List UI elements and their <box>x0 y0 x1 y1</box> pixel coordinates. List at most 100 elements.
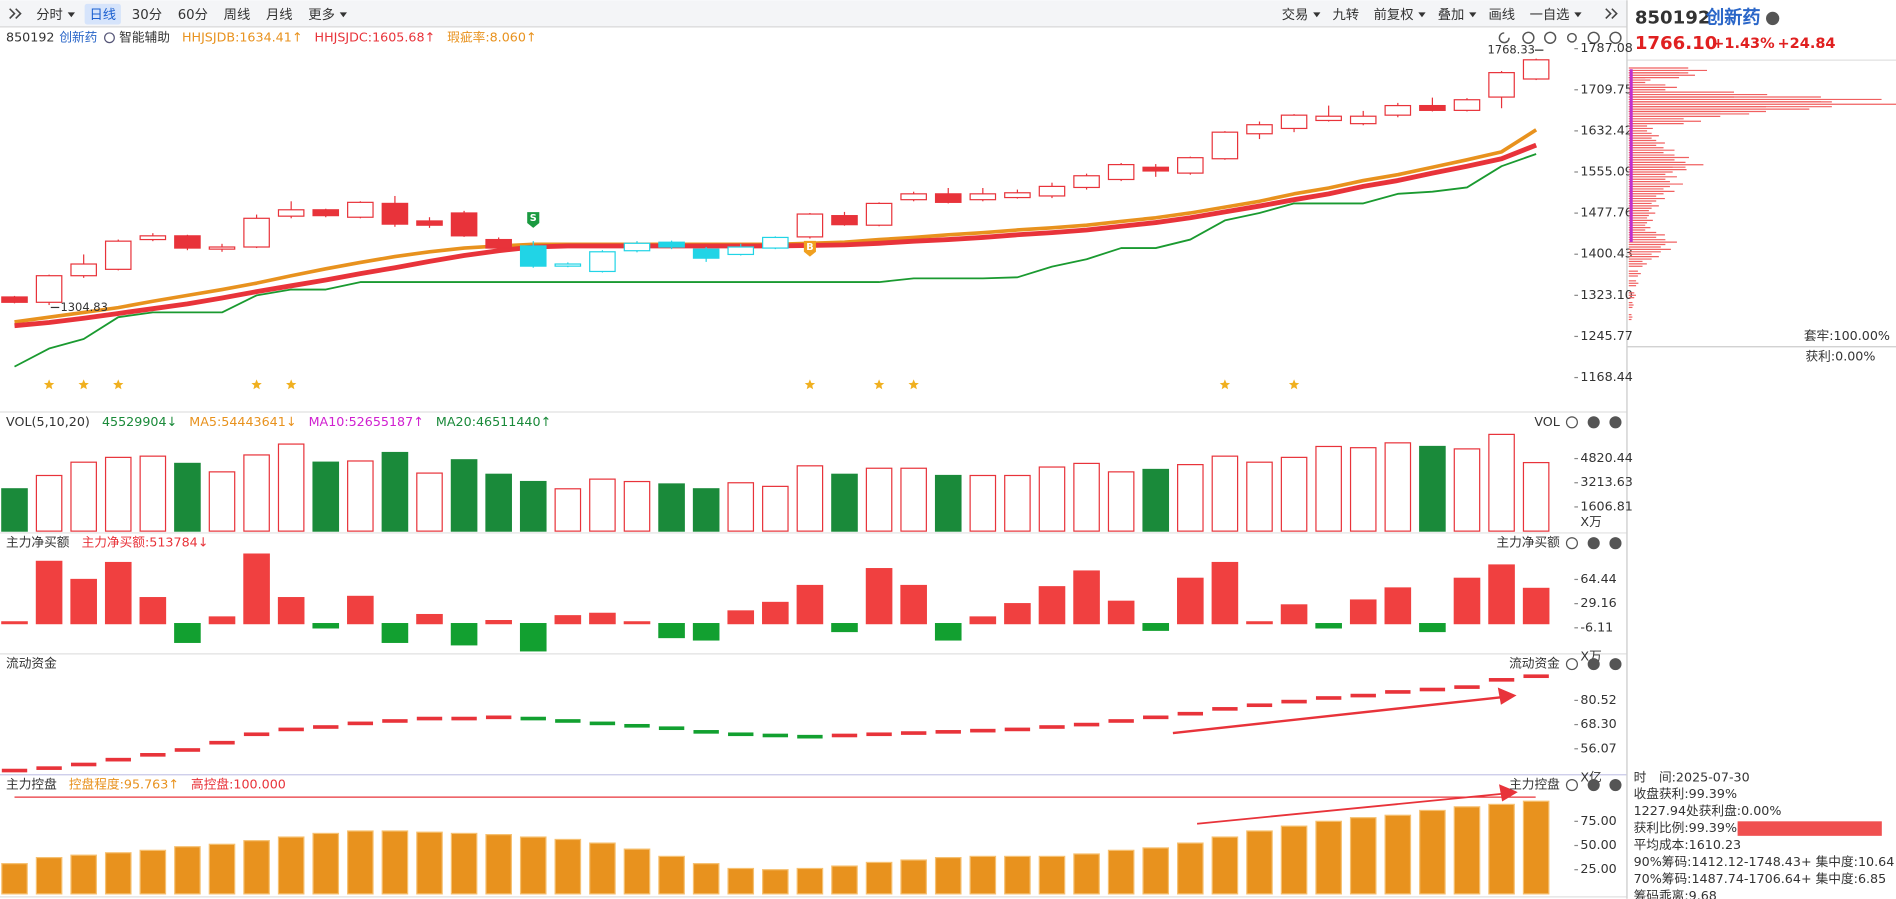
bar <box>969 474 997 532</box>
plots: 850192 创新药 智能辅助 HHJSJDB:1634.41↑ HHJSJDC:160… <box>1 29 1896 895</box>
candle-body <box>35 275 63 303</box>
candle-body <box>727 246 755 256</box>
candle-body <box>174 235 201 249</box>
candle-body <box>900 193 927 201</box>
bar <box>1 863 28 895</box>
star-marker <box>873 379 885 390</box>
flow-segment <box>1039 725 1065 729</box>
toolbar-button[interactable]: 九转 <box>1333 7 1360 23</box>
bar <box>623 480 651 532</box>
arrow-head <box>1497 687 1517 705</box>
collapse-icon[interactable] <box>9 8 22 19</box>
zoom-in-icon[interactable] <box>1522 31 1535 44</box>
toolbar-button[interactable]: 日线 <box>89 7 116 23</box>
bar <box>692 488 720 532</box>
toolbar-button[interactable]: 60分 <box>178 7 208 23</box>
settings-icon[interactable] <box>1565 779 1578 792</box>
flow-segment <box>797 734 823 739</box>
refresh-icon[interactable] <box>1498 32 1510 44</box>
flow-segment <box>140 753 166 757</box>
active-tab[interactable] <box>84 3 121 25</box>
flow-segment <box>1177 711 1204 716</box>
toolbar-button[interactable]: 前复权 <box>1374 6 1414 23</box>
y-tick-label: 64.44 <box>1580 571 1616 586</box>
bar <box>554 488 582 532</box>
help-icon[interactable] <box>1587 31 1600 44</box>
indicator-line <box>14 153 1537 368</box>
y-tick-label: 68.30 <box>1580 716 1616 731</box>
zoom-out-icon[interactable] <box>1544 31 1557 44</box>
bar <box>900 467 927 532</box>
help-icon[interactable] <box>1587 416 1600 429</box>
bar <box>831 473 858 532</box>
toolbar-button[interactable]: 交易 <box>1282 6 1309 23</box>
panel-title-right: 主力控盘 <box>1509 777 1560 792</box>
legend-entry: 高控盘:100.000 <box>191 777 286 792</box>
star-marker <box>285 379 297 390</box>
trapped-ratio: 套牢:100.00% <box>1804 328 1890 343</box>
bar <box>865 568 893 625</box>
signal-badge <box>803 240 816 257</box>
bar <box>208 471 236 532</box>
bar <box>450 459 478 532</box>
bar <box>416 831 443 895</box>
bar <box>277 597 305 625</box>
flow-segment <box>451 716 477 721</box>
close-icon[interactable] <box>1609 416 1622 429</box>
candle-body <box>1280 114 1308 130</box>
toolbar-button[interactable]: 叠加 <box>1438 7 1465 23</box>
legend-entry: MA10:52655187↑ <box>309 414 424 429</box>
stat-line: 平均成本:1610.23 <box>1634 837 1742 852</box>
panel-title-right: VOL <box>1534 414 1560 429</box>
bar <box>485 620 512 625</box>
bar <box>450 623 478 646</box>
toolbar-button[interactable]: 更多 <box>308 6 335 23</box>
bar <box>381 830 409 895</box>
close-icon[interactable] <box>1609 31 1622 44</box>
expand-icon[interactable] <box>1605 8 1618 19</box>
bar <box>519 836 547 895</box>
candle-body <box>416 220 443 226</box>
star-marker <box>1219 379 1231 390</box>
bar <box>554 615 582 625</box>
bar <box>796 584 824 625</box>
stat-line: 收盘获利:99.39% <box>1634 786 1737 801</box>
settings-icon[interactable] <box>1565 658 1578 671</box>
flow-segment <box>900 731 927 735</box>
candle-body <box>1384 104 1412 116</box>
close-icon[interactable] <box>1609 537 1622 550</box>
toolbar-button[interactable]: 分时 <box>36 7 63 23</box>
toolbar-button[interactable]: 月线 <box>266 7 293 23</box>
settings-icon[interactable] <box>1566 32 1577 43</box>
toolbar-button[interactable]: 30分 <box>132 7 162 23</box>
settings-icon[interactable] <box>1565 416 1578 429</box>
help-icon[interactable] <box>1587 658 1600 671</box>
bar <box>1 621 28 625</box>
toolbar-button[interactable]: 一自选 <box>1530 7 1570 23</box>
bar <box>139 849 167 895</box>
candle-body <box>1038 185 1066 197</box>
star-marker <box>251 379 262 390</box>
bar <box>658 483 685 532</box>
close-icon[interactable] <box>1609 658 1622 671</box>
bar <box>70 578 97 625</box>
chart-name: 创新药 <box>59 29 97 44</box>
candle-body <box>1522 59 1550 80</box>
y-tick-label: -6.11 <box>1580 619 1613 634</box>
info-icon[interactable] <box>1766 11 1780 26</box>
candle-body <box>623 242 651 252</box>
help-icon[interactable] <box>1587 779 1600 792</box>
bar <box>1522 800 1550 895</box>
bar <box>1 488 28 532</box>
settings-icon[interactable] <box>1565 537 1578 550</box>
bar <box>104 852 132 895</box>
bar <box>1419 445 1446 532</box>
candle-body <box>1107 163 1135 181</box>
toolbar-button[interactable]: 周线 <box>224 7 251 23</box>
help-icon[interactable] <box>1587 537 1600 550</box>
toolbar-button[interactable]: 画线 <box>1488 7 1515 23</box>
quote-code: 850192 <box>1635 7 1711 28</box>
close-icon[interactable] <box>1609 779 1622 792</box>
flow-segment <box>555 719 581 723</box>
